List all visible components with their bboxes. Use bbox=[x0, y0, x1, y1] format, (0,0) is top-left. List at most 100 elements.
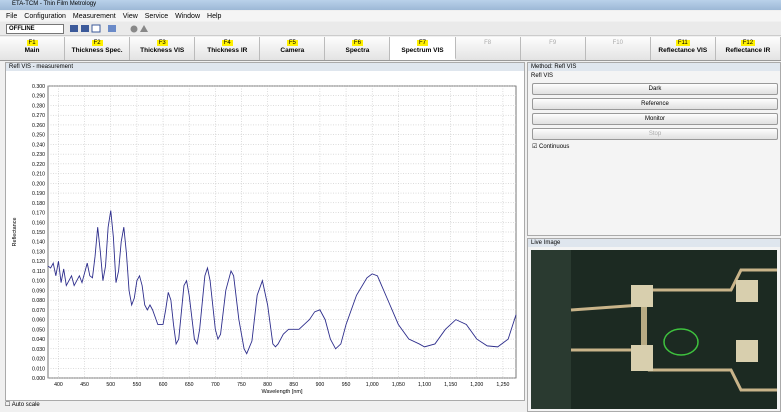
y-tick-label: 0.280 bbox=[32, 103, 45, 109]
tab-label: Main bbox=[0, 47, 64, 54]
menu-item[interactable]: View bbox=[123, 13, 138, 20]
menu-item[interactable]: Service bbox=[145, 13, 168, 20]
x-tick-label: 1,000 bbox=[366, 382, 379, 388]
tab-key: F10 bbox=[611, 40, 625, 46]
camera-image bbox=[531, 250, 777, 409]
x-tick-label: 1,250 bbox=[496, 382, 509, 388]
menu-item[interactable]: Measurement bbox=[73, 13, 116, 20]
y-tick-label: 0.300 bbox=[32, 84, 45, 90]
menu-item[interactable]: File bbox=[6, 13, 17, 20]
y-tick-label: 0.170 bbox=[32, 211, 45, 217]
tab-key: F1 bbox=[27, 40, 38, 46]
y-tick-label: 0.240 bbox=[32, 142, 45, 148]
y-tick-label: 0.180 bbox=[32, 201, 45, 207]
auto-scale-checkbox[interactable]: ☐ Auto scale bbox=[5, 401, 40, 408]
tab-key: F2 bbox=[92, 40, 103, 46]
y-tick-label: 0.030 bbox=[32, 347, 45, 353]
tab-key: F12 bbox=[741, 40, 755, 46]
y-tick-label: 0.150 bbox=[32, 230, 45, 236]
tab-key: F9 bbox=[547, 40, 558, 46]
button[interactable]: Reference bbox=[532, 98, 778, 110]
y-tick-label: 0.140 bbox=[32, 240, 45, 246]
checkbox-label: Continuous bbox=[539, 144, 569, 150]
tab: F8 bbox=[456, 37, 521, 60]
tab-label: Thickness Spec. bbox=[65, 47, 129, 54]
tab-label: Camera bbox=[260, 47, 324, 54]
x-tick-label: 900 bbox=[316, 382, 325, 388]
tab-key: F6 bbox=[352, 40, 363, 46]
y-tick-label: 0.060 bbox=[32, 318, 45, 324]
y-tick-label: 0.100 bbox=[32, 279, 45, 285]
x-tick-label: 750 bbox=[237, 382, 246, 388]
toolbar-icons bbox=[68, 24, 158, 34]
x-tick-label: 1,150 bbox=[444, 382, 457, 388]
menu-item[interactable]: Help bbox=[207, 13, 221, 20]
app: {"window": {"title": "ETA-TCM - Thin Fil… bbox=[0, 0, 781, 412]
toolbar: OFFLINE bbox=[0, 22, 781, 36]
button[interactable]: Dark bbox=[532, 83, 778, 95]
y-tick-label: 0.110 bbox=[32, 269, 45, 275]
y-tick-label: 0.130 bbox=[32, 249, 45, 255]
x-tick-label: 650 bbox=[185, 382, 194, 388]
y-tick-label: 0.160 bbox=[32, 220, 45, 226]
window-title: ETA-TCM - Thin Film Metrology bbox=[12, 1, 96, 7]
x-tick-label: 1,200 bbox=[470, 382, 483, 388]
tab-key: F5 bbox=[287, 40, 298, 46]
tab-key: F11 bbox=[676, 40, 690, 46]
y-tick-label: 0.080 bbox=[32, 298, 45, 304]
title-bar: ETA-TCM - Thin Film Metrology bbox=[0, 0, 781, 10]
y-tick-label: 0.040 bbox=[32, 337, 45, 343]
button[interactable]: Monitor bbox=[532, 113, 778, 125]
x-tick-label: 400 bbox=[54, 382, 63, 388]
menu-item[interactable]: Window bbox=[175, 13, 200, 20]
menu-item[interactable]: Configuration bbox=[24, 13, 66, 20]
checkbox-label: Auto scale bbox=[12, 402, 40, 408]
y-tick-label: 0.250 bbox=[32, 133, 45, 139]
x-tick-label: 950 bbox=[342, 382, 351, 388]
tab-label: Reflectance IR bbox=[716, 47, 780, 54]
panel-title: Refl VIS - measurement bbox=[6, 63, 524, 71]
chart: 0.0000.0100.0200.0300.0400.0500.0600.070… bbox=[6, 71, 524, 399]
menu-bar: File Configuration Measurement View Service W… bbox=[0, 11, 781, 21]
y-tick-label: 0.200 bbox=[32, 181, 45, 187]
y-axis-label: Reflectance bbox=[12, 217, 18, 246]
y-tick-label: 0.090 bbox=[32, 288, 45, 294]
y-tick-label: 0.220 bbox=[32, 162, 45, 168]
tab-key: F8 bbox=[482, 40, 493, 46]
x-tick-label: 800 bbox=[263, 382, 272, 388]
x-tick-label: 1,050 bbox=[392, 382, 405, 388]
y-tick-label: 0.020 bbox=[32, 357, 45, 363]
x-tick-label: 450 bbox=[80, 382, 89, 388]
continuous-checkbox[interactable]: ☑ Continuous bbox=[532, 143, 569, 150]
group-label: Refl VIS bbox=[531, 73, 553, 79]
x-tick-label: 600 bbox=[159, 382, 168, 388]
status-field: OFFLINE bbox=[6, 24, 64, 34]
tab-label: Thickness IR bbox=[195, 47, 259, 54]
method-panel: Method: Refl VIS Refl VIS ☑ Continuous D… bbox=[527, 62, 781, 236]
tab-label: Reflectance VIS bbox=[651, 47, 715, 54]
y-tick-label: 0.260 bbox=[32, 123, 45, 129]
panel-title: Live Image bbox=[528, 239, 780, 247]
tab: F10 bbox=[586, 37, 651, 60]
y-tick-label: 0.000 bbox=[32, 376, 45, 382]
tab-label: Thickness VIS bbox=[130, 47, 194, 54]
tab-key: F4 bbox=[222, 40, 233, 46]
x-tick-label: 1,100 bbox=[418, 382, 431, 388]
panel-title: Method: Refl VIS bbox=[528, 63, 780, 71]
x-tick-label: 500 bbox=[106, 382, 115, 388]
y-tick-label: 0.210 bbox=[32, 172, 45, 178]
tab-label: Spectra bbox=[325, 47, 389, 54]
tab-key: F7 bbox=[417, 40, 428, 46]
live-image-panel: Live Image bbox=[527, 238, 781, 412]
y-tick-label: 0.190 bbox=[32, 191, 45, 197]
